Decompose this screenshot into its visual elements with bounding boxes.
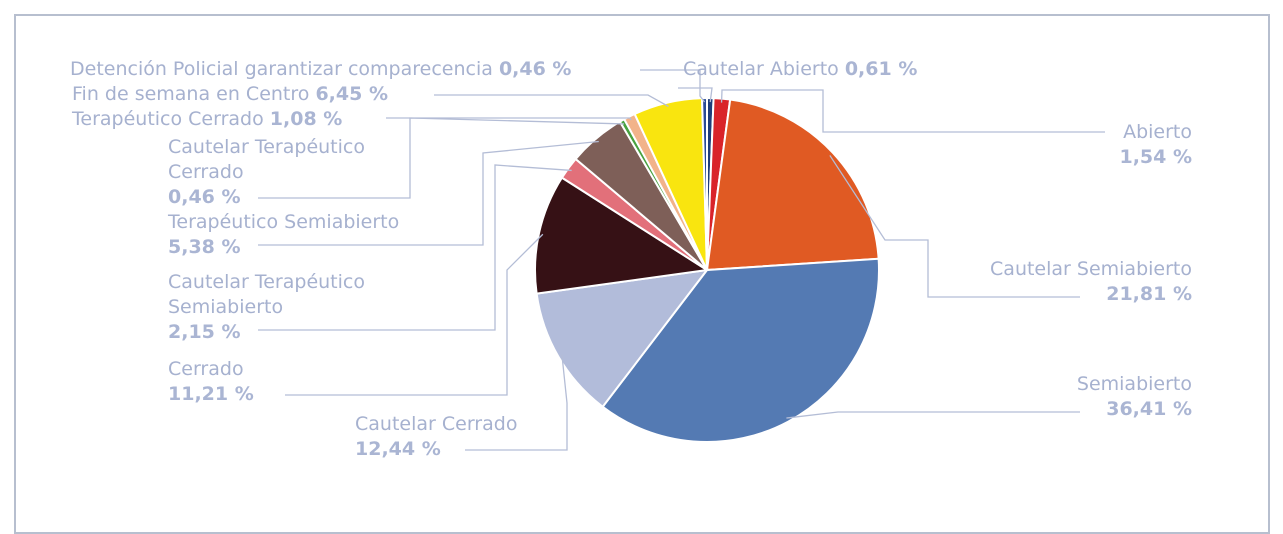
pie-slice bbox=[705, 98, 880, 272]
value-label: 1,08 % bbox=[269, 108, 343, 130]
value-label: 6,45 % bbox=[315, 83, 388, 105]
slice-label: Semiabierto 36,41 % bbox=[932, 372, 1192, 422]
value-label: 0,46 % bbox=[498, 58, 572, 80]
category-name: Cautelar Semiabierto bbox=[990, 258, 1192, 280]
category-name: Cautelar Cerrado bbox=[355, 413, 518, 435]
pie-slice bbox=[535, 268, 710, 409]
slice-label: Cautelar Semiabierto 21,81 % bbox=[932, 257, 1192, 307]
slice-label: Fin de semana en Centro 6,45 % bbox=[72, 82, 452, 107]
slice-label: Terapéutico Semiabierto 5,38 % bbox=[168, 210, 448, 260]
leader-line bbox=[829, 155, 1080, 298]
leader-line bbox=[258, 117, 625, 199]
leader-line bbox=[640, 69, 706, 103]
leader-line bbox=[258, 140, 599, 246]
leader-line bbox=[720, 89, 1105, 133]
leader-line bbox=[465, 354, 568, 451]
slice-label: Cerrado 11,21 % bbox=[168, 357, 368, 407]
pie-slice bbox=[534, 176, 710, 295]
category-name: Cautelar Terapéutico Semiabierto bbox=[168, 271, 365, 318]
value-label: 11,21 % bbox=[168, 383, 254, 405]
leader-line bbox=[285, 233, 544, 396]
leader-line bbox=[434, 94, 669, 108]
category-name: Detención Policial garantizar comparecen… bbox=[70, 58, 493, 80]
value-label: 12,44 % bbox=[355, 438, 441, 460]
slice-label: Abierto 1,54 % bbox=[992, 120, 1192, 170]
category-name: Semiabierto bbox=[1076, 373, 1192, 395]
value-label: 0,61 % bbox=[844, 58, 918, 80]
leader-line bbox=[678, 87, 713, 103]
pie-slice bbox=[601, 257, 880, 443]
leader-line bbox=[258, 164, 572, 331]
category-name: Abierto bbox=[1123, 121, 1192, 143]
category-name: Terapéutico Cerrado bbox=[72, 108, 264, 130]
leader-line bbox=[786, 411, 1080, 419]
value-label: 36,41 % bbox=[1106, 398, 1192, 420]
slice-label: Cautelar Abierto 0,61 % bbox=[683, 57, 983, 82]
category-name: Cautelar Abierto bbox=[683, 58, 839, 80]
category-name: Fin de semana en Centro bbox=[72, 83, 310, 105]
value-label: 5,38 % bbox=[168, 236, 241, 258]
leader-line bbox=[386, 117, 632, 121]
chart bbox=[258, 69, 1105, 451]
category-name: Cerrado bbox=[168, 358, 244, 380]
value-label: 0,46 % bbox=[168, 186, 241, 208]
page: {"chart_data": {"type": "pie", "categori… bbox=[14, 14, 1270, 534]
slice-label: Cautelar Terapéutico Semiabierto 2,15 % bbox=[168, 270, 398, 345]
value-label: 1,54 % bbox=[1119, 146, 1192, 168]
slice-label: Cautelar Terapéutico Cerrado 0,46 % bbox=[168, 135, 398, 210]
slice-label: Detención Policial garantizar comparecen… bbox=[70, 57, 670, 82]
value-label: 21,81 % bbox=[1106, 283, 1192, 305]
slice-label: Cautelar Cerrado 12,44 % bbox=[355, 412, 555, 462]
slice-label: Terapéutico Cerrado 1,08 % bbox=[72, 107, 402, 132]
value-label: 2,15 % bbox=[168, 321, 241, 343]
category-name: Terapéutico Semiabierto bbox=[168, 211, 400, 233]
category-name: Cautelar Terapéutico Cerrado bbox=[168, 136, 365, 183]
